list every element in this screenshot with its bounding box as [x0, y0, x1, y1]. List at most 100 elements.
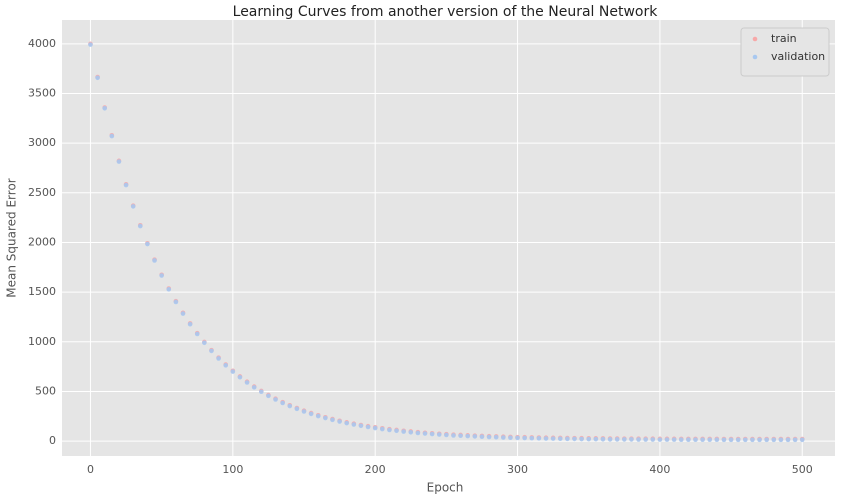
- point: [273, 397, 278, 402]
- point: [486, 434, 492, 440]
- y-tick-label: 500: [35, 384, 56, 397]
- point: [465, 433, 471, 439]
- legend-box: [740, 27, 830, 77]
- x-axis-label: Epoch: [427, 481, 464, 495]
- point: [771, 437, 777, 443]
- point: [365, 424, 371, 430]
- point: [230, 369, 236, 374]
- point: [700, 437, 705, 443]
- point: [95, 75, 100, 81]
- point: [415, 430, 421, 436]
- point: [394, 428, 399, 434]
- point: [550, 436, 556, 441]
- point: [380, 426, 385, 432]
- y-axis-label: Mean Squared Error: [5, 178, 19, 298]
- x-tick-label: 200: [365, 463, 386, 476]
- marks: [88, 41, 805, 443]
- point: [707, 437, 713, 443]
- point: [650, 437, 656, 442]
- x-tick-label: 300: [507, 463, 528, 476]
- point: [315, 413, 321, 419]
- point: [764, 437, 769, 443]
- point: [493, 434, 499, 440]
- point: [515, 435, 520, 441]
- legend-label: train: [771, 32, 797, 45]
- legend-marker: [752, 36, 758, 42]
- point: [436, 432, 442, 437]
- point: [259, 389, 264, 395]
- point: [223, 363, 229, 368]
- point: [358, 423, 364, 429]
- point: [643, 437, 648, 442]
- point: [408, 429, 414, 435]
- point: [557, 436, 563, 442]
- legend-label: validation: [771, 50, 825, 63]
- point: [721, 437, 727, 443]
- point: [123, 182, 129, 188]
- point: [351, 422, 357, 427]
- point: [579, 436, 584, 442]
- point: [237, 374, 243, 380]
- point: [429, 431, 435, 437]
- point: [323, 415, 328, 421]
- legend-marker: [752, 54, 758, 60]
- grid: [62, 20, 835, 456]
- point: [693, 437, 698, 443]
- point: [280, 400, 285, 406]
- y-tick-label: 0: [49, 434, 56, 447]
- point: [88, 42, 93, 47]
- point: [607, 437, 613, 442]
- point: [344, 420, 350, 426]
- point: [116, 159, 122, 164]
- point: [137, 223, 143, 229]
- point: [636, 437, 641, 442]
- y-tick-label: 1500: [28, 285, 56, 298]
- y-tick-label: 3500: [28, 86, 56, 99]
- point: [629, 437, 634, 442]
- point: [529, 435, 535, 441]
- point: [109, 133, 115, 139]
- y-tick-label: 1000: [28, 335, 56, 348]
- point: [686, 437, 691, 443]
- point: [728, 437, 734, 443]
- point: [757, 437, 762, 443]
- point: [387, 427, 392, 433]
- point: [479, 434, 485, 440]
- point: [614, 437, 620, 442]
- point: [294, 406, 300, 412]
- point: [337, 419, 342, 424]
- point: [735, 437, 741, 443]
- point: [458, 433, 463, 439]
- point: [622, 437, 627, 442]
- point: [209, 348, 214, 354]
- point: [444, 432, 449, 438]
- point: [522, 435, 527, 441]
- point: [202, 340, 207, 346]
- point: [593, 436, 599, 442]
- point: [750, 437, 755, 443]
- x-tick-label: 100: [222, 463, 243, 476]
- point: [600, 436, 606, 442]
- point: [145, 241, 150, 247]
- point: [451, 433, 456, 438]
- x-tick-label: 500: [792, 463, 813, 476]
- point: [508, 435, 513, 441]
- point: [308, 411, 314, 417]
- point: [792, 437, 798, 443]
- point: [778, 437, 784, 443]
- point: [572, 436, 577, 442]
- point: [102, 105, 108, 111]
- point: [187, 321, 193, 327]
- point: [799, 437, 805, 443]
- point: [266, 393, 271, 399]
- point: [678, 437, 684, 443]
- y-tick-label: 4000: [28, 37, 56, 50]
- legend: train validation: [740, 27, 830, 77]
- point: [536, 436, 542, 441]
- point: [664, 437, 670, 442]
- point: [244, 380, 250, 385]
- point: [714, 437, 720, 443]
- point: [401, 429, 406, 434]
- point: [287, 403, 293, 409]
- point: [472, 434, 478, 439]
